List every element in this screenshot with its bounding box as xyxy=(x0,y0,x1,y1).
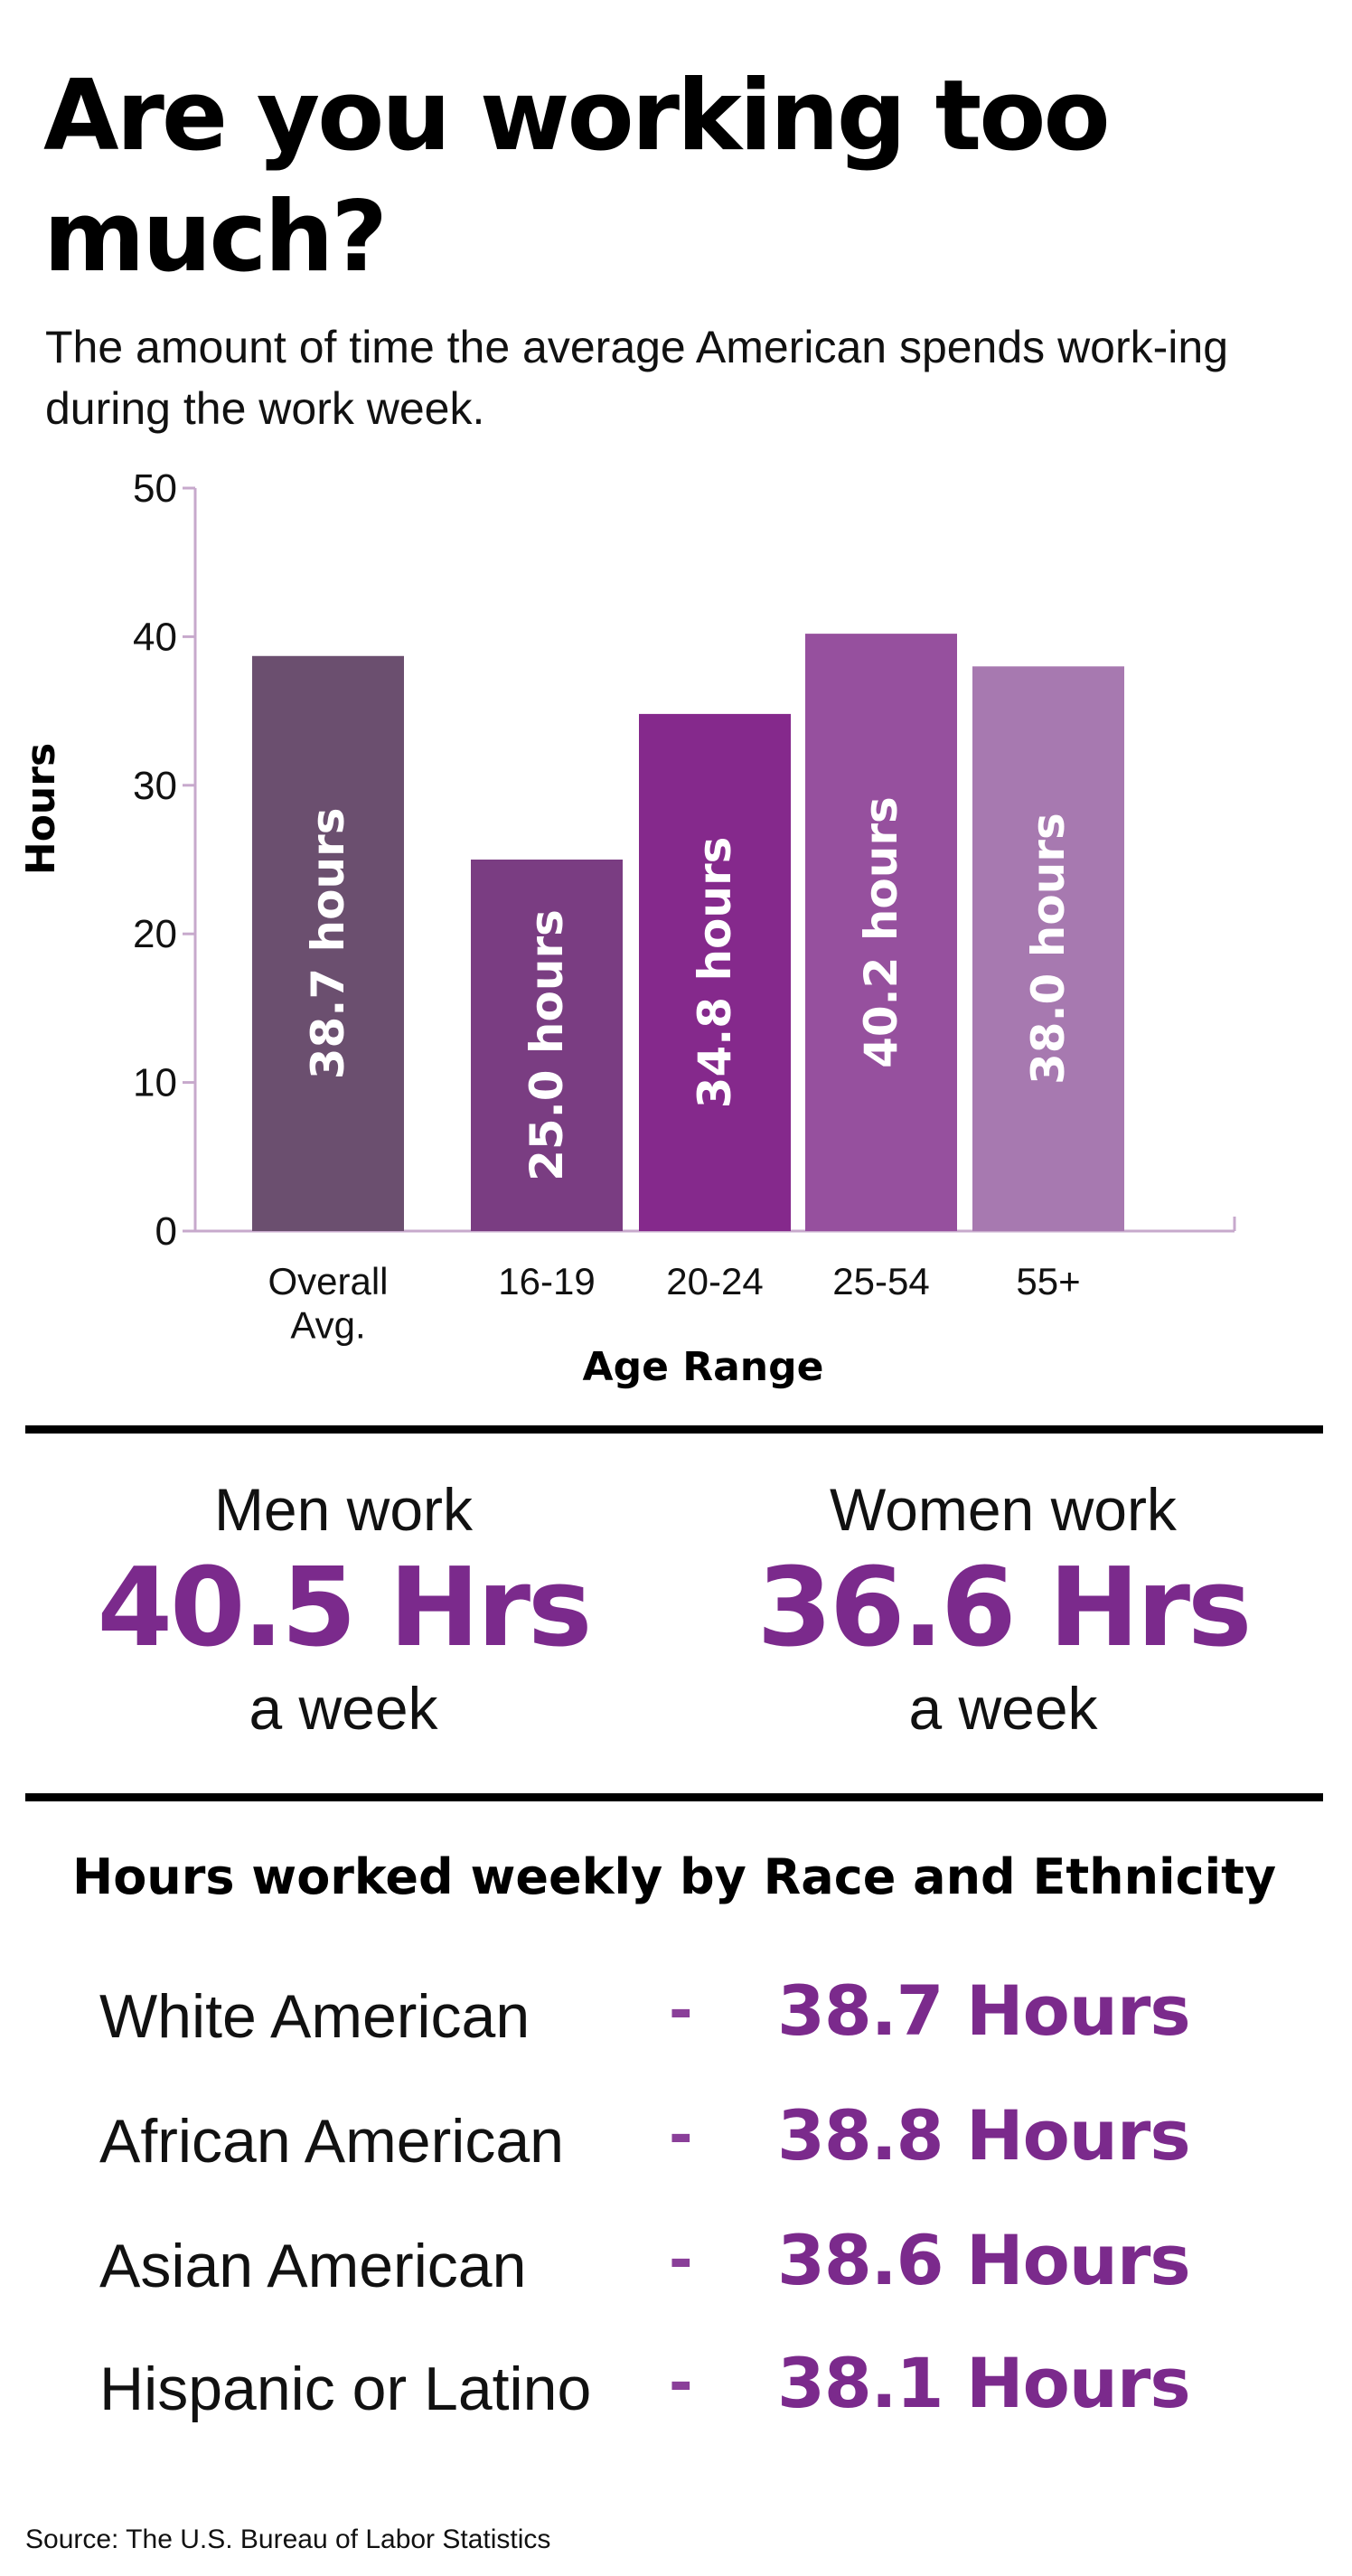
x-tick-label: Overall Avg. xyxy=(268,1260,388,1346)
race-value: 38.7 Hours xyxy=(777,1970,1191,2051)
bar xyxy=(972,666,1124,1231)
race-name: Asian American xyxy=(99,2232,527,2300)
y-tick-label: 0 xyxy=(155,1209,177,1254)
bar-data-label: 25.0 hours xyxy=(521,909,573,1181)
race-row-white: White American - 38.7 Hours xyxy=(99,1970,1274,2061)
bar-data-label: 38.7 hours xyxy=(302,808,354,1080)
women-stat-tail: a week xyxy=(908,1675,1098,1742)
race-row-asian-american: Asian American - 38.6 Hours xyxy=(99,2220,1274,2310)
race-name: African American xyxy=(99,2107,564,2176)
race-dash: - xyxy=(669,2350,693,2417)
race-value: 38.6 Hours xyxy=(777,2220,1191,2300)
y-tick-label: 30 xyxy=(133,764,177,808)
divider-top xyxy=(25,1425,1323,1434)
bar xyxy=(471,860,623,1231)
x-tick-label: 16-19 xyxy=(498,1260,595,1302)
bar-chart: 0 10 20 30 40 50 38.7 hours 25.0 hours 34.8 hour… xyxy=(18,466,1236,1390)
bar xyxy=(252,655,404,1231)
race-dash: - xyxy=(669,2227,693,2294)
source-note: Source: The U.S. Bureau of Labor Statist… xyxy=(25,2524,551,2554)
x-axis-title: Age Range xyxy=(583,1344,824,1390)
women-stat-value: 36.6 Hrs xyxy=(756,1546,1253,1671)
divider-bottom xyxy=(25,1793,1323,1801)
bar-data-label: 34.8 hours xyxy=(689,837,741,1109)
x-tick-label: 55+ xyxy=(1016,1260,1080,1302)
bar-data-label: 40.2 hours xyxy=(855,796,907,1068)
race-name: Hispanic or Latino xyxy=(99,2355,592,2423)
women-stat: Women work 36.6 Hrs a week xyxy=(687,1473,1319,1744)
race-name: White American xyxy=(99,1982,530,2051)
bar-data-label: 38.0 hours xyxy=(1022,813,1075,1085)
race-row-hispanic-latino: Hispanic or Latino - 38.1 Hours xyxy=(99,2343,1274,2433)
men-stat-tail: a week xyxy=(249,1675,438,1742)
race-value: 38.1 Hours xyxy=(777,2343,1191,2423)
y-axis-title: Hours xyxy=(18,743,64,875)
men-stat-lead: Men work xyxy=(213,1476,474,1543)
bar xyxy=(639,713,791,1231)
page-title: Are you working too much? xyxy=(43,60,1111,294)
y-tick-label: 20 xyxy=(133,912,177,956)
x-tick-label: 25-54 xyxy=(832,1260,929,1302)
bar xyxy=(805,634,957,1231)
race-value: 38.8 Hours xyxy=(777,2095,1191,2176)
x-tick-label: 20-24 xyxy=(666,1260,763,1302)
race-dash: - xyxy=(669,1978,693,2045)
men-stat-value: 40.5 Hrs xyxy=(97,1546,593,1671)
men-stat: Men work 40.5 Hrs a week xyxy=(27,1473,660,1744)
page-subtitle: The amount of time the average American … xyxy=(45,322,1229,434)
race-row-african-american: African American - 38.8 Hours xyxy=(99,2095,1274,2186)
y-tick-label: 10 xyxy=(133,1061,177,1105)
y-tick-label: 40 xyxy=(133,615,177,659)
women-stat-lead: Women work xyxy=(830,1476,1177,1543)
y-tick-label: 50 xyxy=(133,466,177,511)
race-dash: - xyxy=(669,2102,693,2169)
race-heading: Hours worked weekly by Race and Ethnicit… xyxy=(72,1848,1277,1905)
